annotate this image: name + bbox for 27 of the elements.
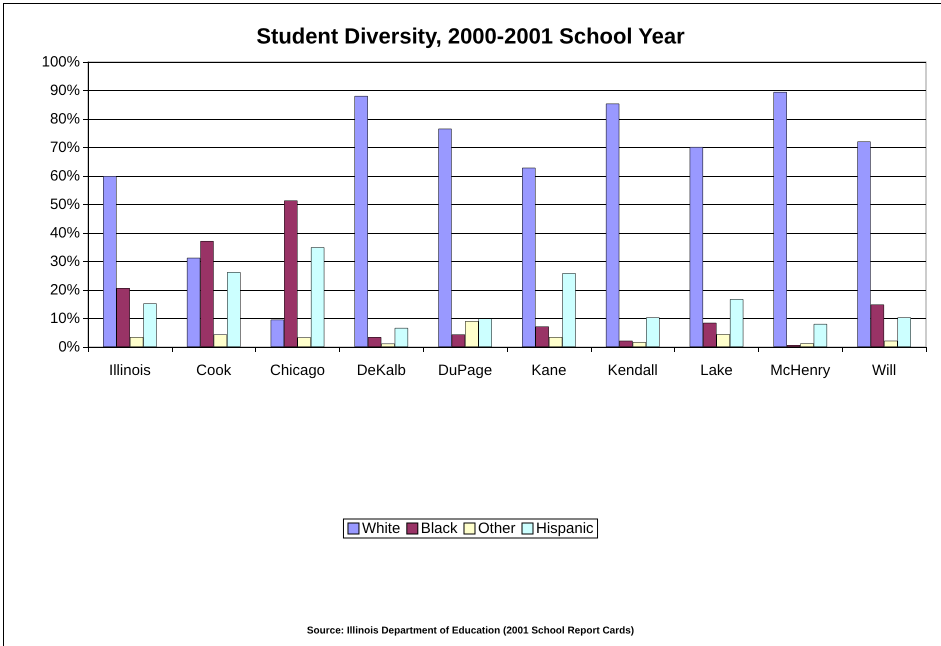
- x-tick-label: DeKalb: [356, 362, 406, 379]
- source-note: Source: Illinois Department of Education (2001 School Report Cards): [306, 626, 634, 636]
- x-tick-label: Kendall: [608, 362, 658, 379]
- x-tick-label: Illinois: [109, 362, 151, 379]
- x-tick-label: DuPage: [438, 362, 492, 379]
- chart-title: Student Diversity, 2000-2001 School Year: [256, 24, 686, 48]
- legend-label: White: [362, 520, 400, 537]
- y-tick-label: 20%: [50, 282, 80, 298]
- y-tick-label: 70%: [50, 139, 80, 156]
- x-tick-label: McHenry: [770, 362, 831, 379]
- x-tick-label: Will: [872, 362, 896, 379]
- y-tick-label: 0%: [58, 338, 80, 356]
- y-tick-label: 100%: [42, 54, 80, 70]
- y-tick-label: 40%: [50, 224, 80, 242]
- y-tick-label: 30%: [50, 253, 80, 270]
- y-tick-label: 60%: [50, 168, 80, 184]
- x-tick-label: Lake: [700, 362, 733, 379]
- x-tick-label: Cook: [196, 362, 232, 379]
- y-tick-label: 10%: [50, 310, 80, 327]
- legend-label: Hispanic: [536, 520, 594, 537]
- y-tick-label: 80%: [50, 110, 80, 128]
- x-tick-label: Kane: [531, 362, 566, 379]
- y-tick-label: 90%: [50, 82, 80, 99]
- legend-label: Other: [478, 520, 516, 537]
- legend-label: Black: [420, 520, 458, 537]
- y-tick-label: 50%: [50, 196, 80, 213]
- x-tick-label: Chicago: [270, 362, 326, 379]
